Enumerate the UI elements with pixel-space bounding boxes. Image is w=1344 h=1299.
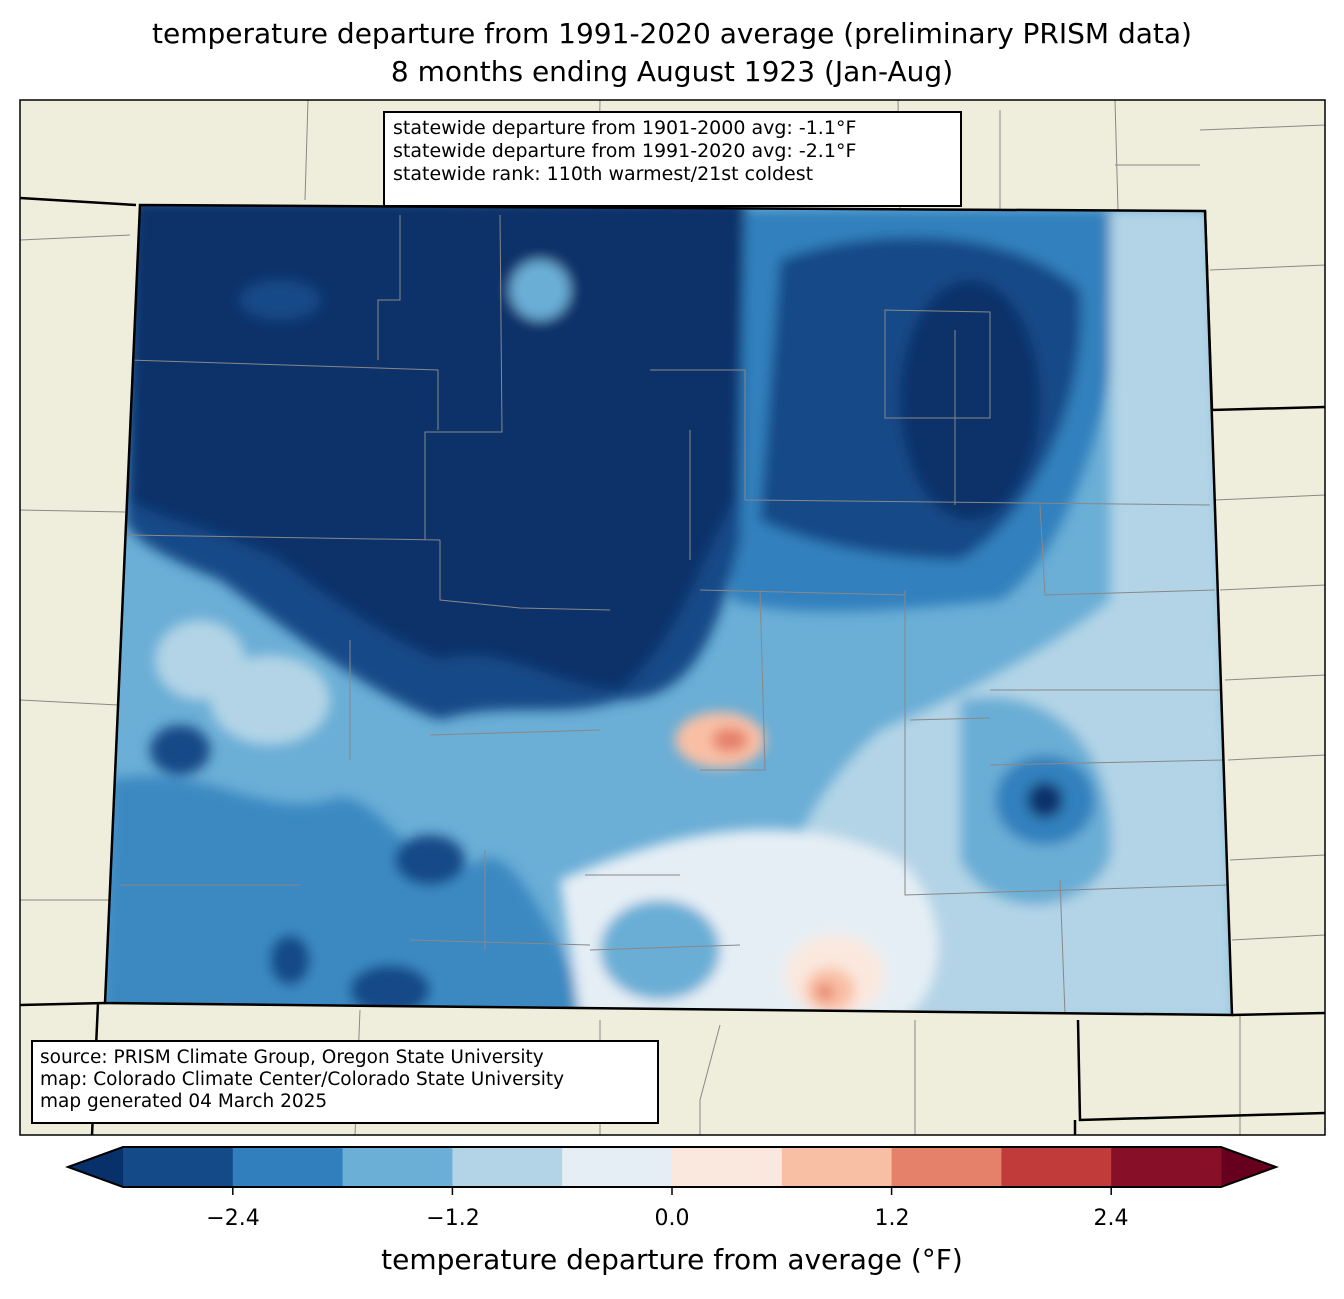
colorbar-segment [232,1147,344,1187]
colorbar-segment [1111,1147,1222,1187]
colorbar-segment [452,1147,563,1187]
stats-line-1991-2020: statewide departure from 1991-2020 avg: … [393,140,857,162]
colorbar-tick-label: 0.0 [654,1206,690,1231]
colorbar-tick-label: −2.4 [206,1206,260,1231]
source-box: source: PRISM Climate Group, Oregon Stat… [31,1040,659,1124]
county-lines [120,214,1231,1015]
colorbar-outline [65,1146,1279,1188]
map-credit-line: map: Colorado Climate Center/Colorado St… [40,1069,565,1090]
colorado-border [103,203,1234,1017]
colorbar [65,1146,1279,1195]
map-frame [19,99,1326,1136]
colorado-temperature-field [105,205,1232,1015]
map-title-line2: 8 months ending August 1923 (Jan-Aug) [390,55,954,88]
colorbar-under-extend [68,1147,123,1187]
generated-date-line: map generated 04 March 2025 [40,1091,328,1112]
colorbar-label: temperature departure from average (°F) [381,1243,963,1276]
stats-line-1901-2000: statewide departure from 1901-2000 avg: … [393,117,857,139]
colorbar-segment [891,1147,1002,1187]
colorbar-tick-label: 1.2 [874,1206,910,1231]
colorbar-tick-label: −1.2 [426,1206,480,1231]
colorbar-segment [342,1147,453,1187]
colorbar-segment [672,1147,783,1187]
colorbar-segment [781,1147,893,1187]
colorbar-segment [562,1147,673,1187]
stats-line-rank: statewide rank: 110th warmest/21st colde… [393,163,814,185]
colorbar-over-extend [1221,1147,1276,1187]
colorbar-segment [1001,1147,1112,1187]
map-title-line1: temperature departure from 1991-2020 ave… [152,17,1192,50]
statewide-stats-box: statewide departure from 1901-2000 avg: … [383,111,962,207]
colorbar-tick-label: 2.4 [1093,1206,1129,1231]
colorbar-segment [123,1147,234,1187]
source-line: source: PRISM Climate Group, Oregon Stat… [40,1047,544,1068]
